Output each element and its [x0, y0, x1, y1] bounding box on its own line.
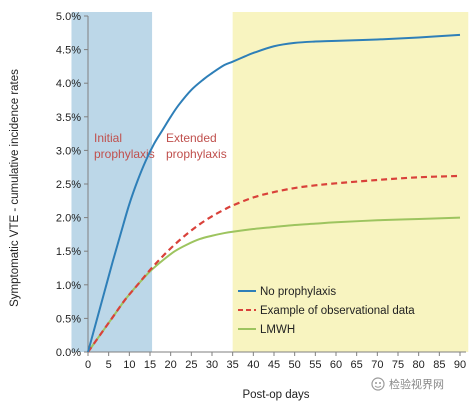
x-tick-label: 60 — [330, 359, 342, 371]
series-line-example-of-observational-data — [87, 174, 461, 353]
region-0 — [71, 12, 153, 352]
region-1 — [232, 12, 469, 352]
shaded-regions — [71, 12, 469, 352]
x-tick-label: 40 — [247, 359, 259, 371]
x-tick-label: 20 — [165, 359, 177, 371]
x-tick-label: 5 — [106, 359, 112, 371]
y-tick-label: 0.5% — [56, 313, 81, 325]
y-tick-label: 5.0% — [56, 11, 81, 23]
x-tick-label: 30 — [206, 359, 218, 371]
x-axis-title: Post-op days — [242, 389, 309, 401]
y-tick-label: 1.5% — [56, 246, 81, 258]
x-tick-label: 85 — [433, 359, 445, 371]
region-labels: Initial prophylaxis Extended prophylaxis — [94, 131, 227, 161]
y-tick-label: 2.0% — [56, 213, 81, 225]
x-tick-label: 10 — [123, 359, 135, 371]
region-label-0-line-1: prophylaxis — [94, 147, 155, 161]
legend-label-2: LMWH — [260, 324, 295, 336]
x-tick-label: 0 — [85, 359, 91, 371]
y-tick-label: 3.5% — [56, 112, 81, 124]
series-line-no-prophylaxis — [87, 33, 461, 353]
y-tick-label: 3.0% — [56, 145, 81, 157]
region-label-0-line-0: Initial — [94, 131, 122, 145]
legend: No prophylaxis Example of observational d… — [238, 286, 415, 336]
legend-label-1: Example of observational data — [260, 305, 415, 317]
y-tick-label: 4.5% — [56, 45, 81, 57]
series-line-lmwh — [87, 216, 461, 353]
y-tick-label: 4.0% — [56, 78, 81, 90]
x-tick-label: 15 — [144, 359, 156, 371]
series-lines — [87, 33, 461, 353]
y-tick-label: 2.5% — [56, 179, 81, 191]
region-label-1-line-1: prophylaxis — [166, 147, 227, 161]
x-tick-label: 90 — [454, 359, 466, 371]
y-tick-label: 1.0% — [56, 280, 81, 292]
legend-label-0: No prophylaxis — [260, 286, 336, 298]
x-tick-labels: 0 5 10 15 20 25 30 35 40 45 50 55 60 65 70 75 80 85 90 — [85, 352, 466, 371]
x-tick-label: 45 — [268, 359, 280, 371]
x-tick-label: 80 — [413, 359, 425, 371]
y-tick-label: 0.0% — [56, 347, 81, 359]
x-tick-label: 35 — [227, 359, 239, 371]
y-axis-title: Symptomatic VTE - cumulative incidence r… — [9, 69, 21, 307]
x-tick-label: 55 — [309, 359, 321, 371]
y-tick-labels: 0.0% 0.5% 1.0% 1.5% 2.0% 2.5% 3.0% 3.5% 4.0% 4.5%… — [56, 11, 88, 359]
x-tick-label: 65 — [351, 359, 363, 371]
wechat-channel-icon — [371, 377, 385, 391]
x-tick-label: 25 — [185, 359, 197, 371]
x-tick-label: 50 — [289, 359, 301, 371]
region-label-1-line-0: Extended — [166, 131, 217, 145]
x-tick-label: 70 — [371, 359, 383, 371]
watermark: 检验视界网 — [371, 377, 444, 391]
x-tick-label: 75 — [392, 359, 404, 371]
watermark-text: 检验视界网 — [389, 377, 444, 391]
